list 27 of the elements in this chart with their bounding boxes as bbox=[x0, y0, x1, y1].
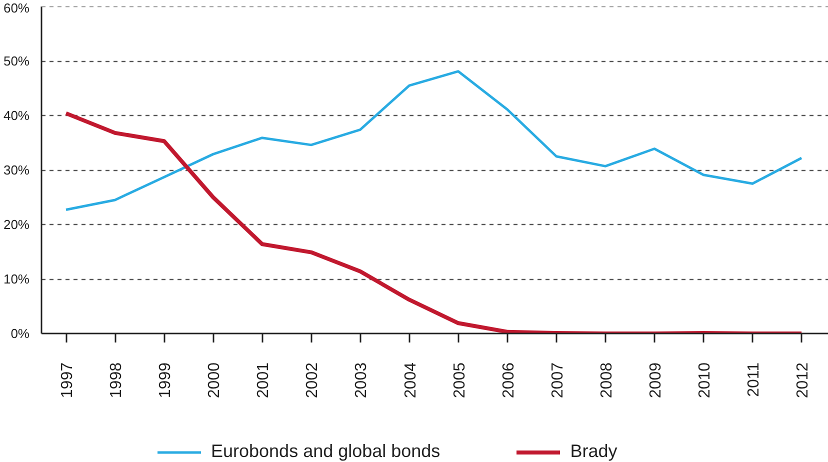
y-tick-label: 30% bbox=[3, 162, 30, 178]
legend-label: Brady bbox=[570, 441, 618, 462]
x-tick-label: 2004 bbox=[402, 362, 420, 398]
legend-label: Eurobonds and global bonds bbox=[211, 441, 440, 462]
x-tick-label: 1999 bbox=[157, 362, 174, 398]
x-tick-label: 2003 bbox=[353, 362, 370, 398]
line-series bbox=[64, 111, 804, 334]
y-tick-label: 10% bbox=[3, 272, 30, 286]
x-tick-label: 2012 bbox=[794, 362, 812, 398]
x-tick-label: 2005 bbox=[451, 362, 468, 398]
line-series bbox=[64, 70, 803, 212]
x-tick-label: 2007 bbox=[549, 362, 566, 398]
x-tick-label: 2010 bbox=[696, 362, 714, 398]
y-tick-label: 0% bbox=[10, 326, 30, 341]
x-tick-label: 2006 bbox=[500, 362, 518, 398]
y-tick-label: 50% bbox=[3, 54, 30, 68]
y-tick-label: 60% bbox=[3, 0, 30, 16]
x-tick-label: 2002 bbox=[304, 362, 322, 398]
x-tick-label: 2009 bbox=[647, 362, 664, 398]
x-tick-label: 1997 bbox=[59, 362, 76, 398]
y-tick-label: 20% bbox=[3, 217, 30, 232]
x-tick-label: 1998 bbox=[108, 362, 126, 398]
x-tick-label: 2011 bbox=[745, 362, 762, 397]
x-tick-label: 2000 bbox=[206, 362, 224, 398]
x-tick-label: 2008 bbox=[598, 362, 616, 398]
x-tick-label: 2001 bbox=[255, 362, 272, 398]
y-tick-label: 40% bbox=[3, 108, 30, 123]
